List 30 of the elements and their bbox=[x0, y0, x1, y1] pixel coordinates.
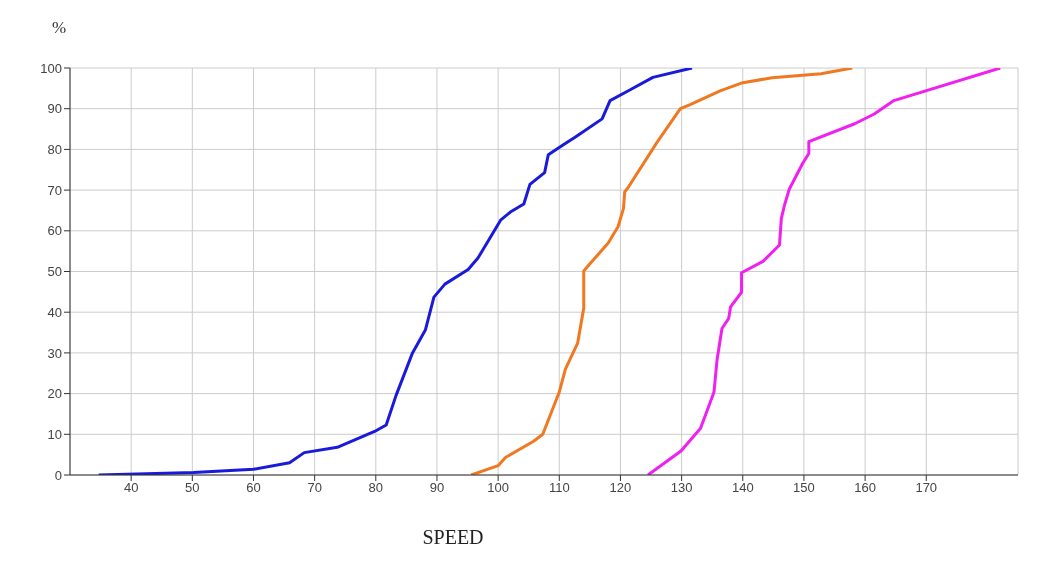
x-axis-title: SPEED bbox=[421, 526, 485, 549]
y-axis-title: % bbox=[52, 18, 67, 38]
x-tick-label: 90 bbox=[429, 480, 445, 496]
x-tick-label: 50 bbox=[185, 480, 200, 496]
x-tick-label: 170 bbox=[915, 480, 938, 496]
y-tick-label: 70 bbox=[47, 182, 62, 198]
x-tick-label: 80 bbox=[368, 480, 384, 496]
x-tick-label: 150 bbox=[793, 480, 815, 496]
x-tick-label: 100 bbox=[487, 480, 509, 496]
y-tick-label: 0 bbox=[54, 467, 62, 483]
y-tick-label: 60 bbox=[47, 223, 62, 239]
x-tick-label: 130 bbox=[670, 480, 693, 496]
y-tick-label: 80 bbox=[47, 142, 62, 158]
x-tick-label: 110 bbox=[548, 480, 570, 496]
y-tick-label: 90 bbox=[47, 101, 62, 117]
line-series bbox=[469, 68, 854, 475]
x-tick-label: 140 bbox=[731, 480, 754, 496]
x-tick-label: 70 bbox=[307, 480, 322, 496]
y-tick-label: 10 bbox=[47, 426, 62, 442]
y-tick-label: 30 bbox=[47, 345, 62, 361]
y-tick-label: 50 bbox=[47, 264, 62, 280]
x-tick-label: 120 bbox=[609, 480, 632, 496]
y-tick-label: 20 bbox=[47, 386, 62, 402]
line-series bbox=[646, 68, 1002, 475]
x-tick-label: 60 bbox=[246, 480, 261, 496]
x-tick-label: 160 bbox=[854, 480, 876, 496]
x-tick-label: 40 bbox=[123, 480, 139, 496]
y-tick-label: 100 bbox=[40, 60, 62, 76]
line-series bbox=[97, 68, 694, 475]
y-tick-label: 40 bbox=[47, 304, 62, 320]
